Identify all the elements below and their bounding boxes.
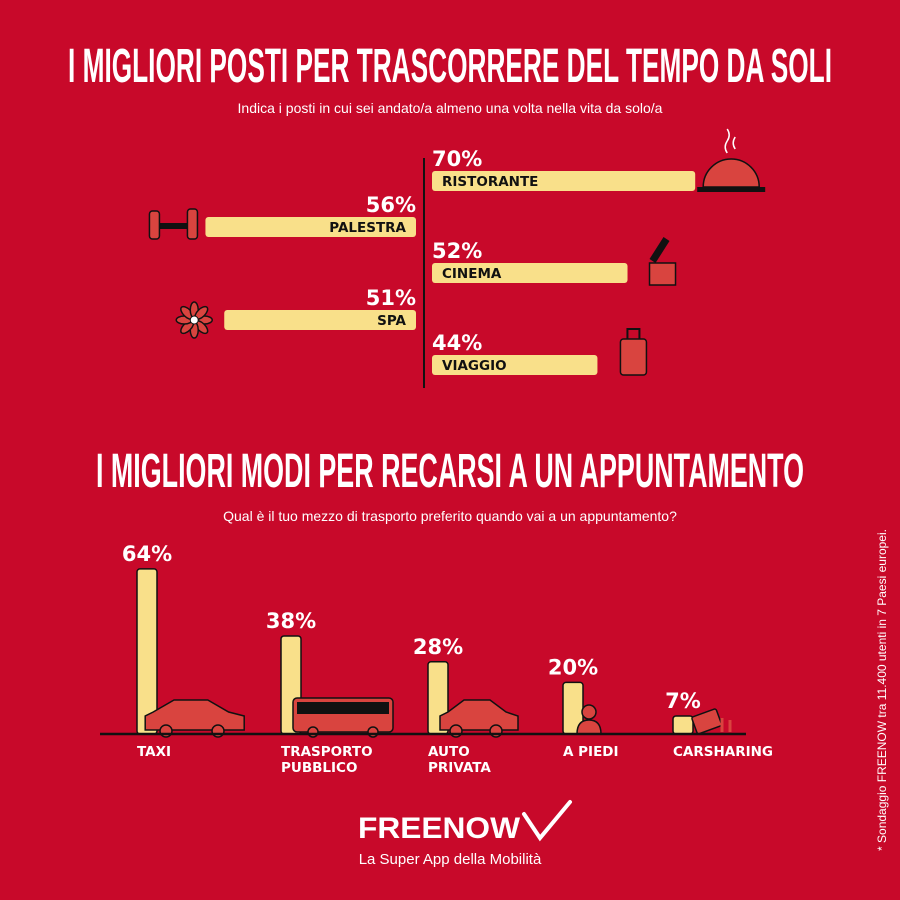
chart2-subtitle: Qual è il tuo mezzo di trasporto preferi… [223, 508, 677, 524]
category-label: A PIEDI [563, 744, 619, 760]
category-label: AUTO [428, 744, 470, 760]
bar-group-4: 20% A PIEDI [548, 655, 619, 760]
flower-center [189, 315, 199, 325]
bar-group-1: 64% TAXI [122, 542, 245, 760]
clapperboard-icon [648, 237, 677, 286]
bar-group-spa: 51% SPA [175, 286, 416, 339]
value-label: 51% [366, 286, 416, 310]
category-label: CINEMA [442, 266, 502, 282]
value-label: 70% [432, 147, 482, 171]
bar [224, 310, 416, 330]
category-label: PALESTRA [329, 220, 406, 236]
card [691, 708, 723, 735]
value-label: 38% [266, 609, 316, 633]
chart1-bars: 70% RISTORANTE 56% PALESTRA 52% CINEMA 51% SPA 4… [148, 128, 766, 376]
suitcase-handle [626, 328, 641, 339]
footnote: * Sondaggio FREENOW tra 11.400 utenti in… [875, 529, 889, 851]
person-body [576, 719, 602, 735]
steam [724, 128, 736, 154]
bar [136, 568, 158, 735]
dumbbell-weight [148, 210, 161, 240]
suitcase-icon [619, 328, 648, 376]
category-label: SPA [377, 313, 406, 329]
freenow-logo: FREENOW [358, 800, 572, 845]
bar-group-cinema: 52% CINEMA [432, 237, 677, 286]
logo-text: FREENOW [358, 812, 521, 845]
category-label: RISTORANTE [442, 174, 538, 190]
bar [432, 263, 628, 283]
logo-check-icon [522, 800, 572, 842]
cloche-plate [697, 187, 766, 192]
bar [432, 171, 696, 191]
person-icon [576, 704, 602, 735]
person-head [581, 704, 597, 720]
category-label: VIAGGIO [442, 358, 507, 374]
value-label: 52% [432, 239, 482, 263]
taxi-icon [144, 699, 245, 738]
bar-group-ristorante: 70% RISTORANTE [432, 128, 766, 192]
dumbbell-icon [148, 208, 199, 240]
value-label: 56% [366, 193, 416, 217]
wheel [307, 726, 319, 738]
bar-group-5: 7% CARSHARING [665, 689, 773, 760]
car-body [144, 699, 245, 731]
cloche-icon [697, 128, 766, 192]
flower-icon [175, 301, 213, 339]
wheel [367, 726, 379, 738]
value-label: 44% [432, 331, 482, 355]
tagline: La Super App della Mobilità [359, 851, 542, 868]
clapper [649, 237, 670, 263]
card-keys-icon [691, 708, 732, 735]
bar [432, 355, 598, 375]
category-label: CARSHARING [673, 744, 773, 760]
board [648, 262, 677, 286]
cloche-dome [702, 158, 760, 188]
category-label: PRIVATA [428, 760, 491, 776]
bus-icon [292, 697, 394, 738]
chart2-title: I MIGLIORI MODI PER RECARSI A UN APPUNTA… [96, 445, 804, 498]
value-label: 28% [413, 635, 463, 659]
bus-windows [297, 702, 389, 714]
bar-group-palestra: 56% PALESTRA [148, 193, 416, 240]
category-label: TRASPORTO [281, 744, 373, 760]
keys [720, 718, 732, 732]
bar-group-viaggio: 44% VIAGGIO [432, 328, 648, 376]
bar [205, 217, 416, 237]
value-label: 20% [548, 655, 598, 679]
bar [672, 715, 694, 735]
chart1-title: I MIGLIORI POSTI PER TRASCORRERE DEL TEM… [68, 40, 832, 93]
value-label: 7% [665, 689, 701, 713]
category-label: TAXI [137, 744, 171, 760]
dumbbell-bar [157, 223, 194, 229]
dumbbell-weight [186, 208, 199, 240]
suitcase-body [619, 338, 648, 376]
category-label: PUBBLICO [281, 760, 357, 776]
car-body [439, 699, 519, 731]
value-label: 64% [122, 542, 172, 566]
chart1-subtitle: Indica i posti in cui sei andato/a almen… [238, 100, 663, 116]
